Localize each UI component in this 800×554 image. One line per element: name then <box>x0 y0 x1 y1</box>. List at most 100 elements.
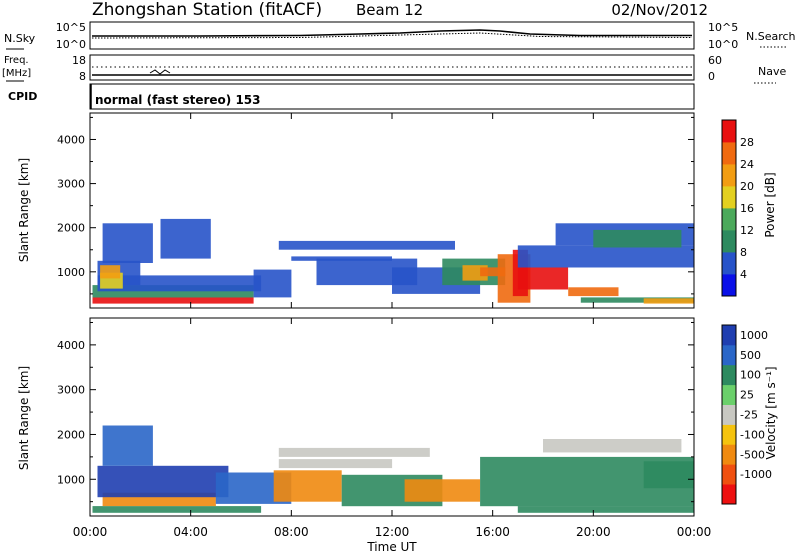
power-scatter-region <box>253 269 292 298</box>
power-colorbar-tick: 16 <box>740 202 754 215</box>
power-scatter-region <box>278 240 455 250</box>
velocity-data-layer <box>92 425 694 513</box>
power-colorbar-swatch <box>722 274 736 297</box>
velocity-colorbar-tick: -25 <box>740 409 758 422</box>
velocity-ytick-label: 1000 <box>57 473 85 486</box>
power-colorbar-swatch <box>722 208 736 231</box>
cpid-strip: CPID normal (fast stereo) 153 <box>8 83 695 110</box>
cpid-frame <box>89 83 695 110</box>
velocity-colorbar-tick: 100 <box>740 369 761 382</box>
power-scatter-region <box>580 297 695 303</box>
time-tick-label: 00:00 <box>677 525 712 539</box>
power-scatter-region <box>291 256 392 261</box>
time-tick-label: 00:00 <box>73 525 108 539</box>
velocity-colorbar-tick: 500 <box>740 349 761 362</box>
velocity-colorbar-swatch <box>722 424 736 445</box>
velocity-scatter-region <box>278 459 393 469</box>
nsearch-label: N.Search <box>746 30 796 43</box>
velocity-scatter-region <box>273 470 342 502</box>
power-ylabel: Slant Range [km] <box>17 158 31 262</box>
power-scatter-region <box>643 298 694 304</box>
nsky-tick-bottom: 10^0 <box>56 38 86 51</box>
power-colorbar: 4 8 12 16 20 24 28 <box>721 119 754 297</box>
cpid-label: CPID <box>8 90 37 103</box>
velocity-colorbar-swatch <box>722 364 736 386</box>
nsearch-tick-bottom: 10^0 <box>708 38 738 51</box>
power-colorbar-swatch <box>722 164 736 187</box>
nsearch-trace <box>91 32 693 39</box>
time-tick-label: 12:00 <box>375 525 410 539</box>
velocity-axes: 1000 2000 3000 4000 <box>57 318 695 516</box>
time-tick-label: 20:00 <box>576 525 611 539</box>
time-axis-label: Time UT <box>366 540 417 554</box>
time-tick-label: 04:00 <box>173 525 208 539</box>
power-ytick-label: 3000 <box>57 178 85 191</box>
power-ytick-label: 4000 <box>57 133 85 146</box>
nsky-strip: N.Sky 10^5 10^0 10^5 10^0 N.Search <box>4 21 796 51</box>
velocity-scatter-region <box>92 506 262 513</box>
freq-frame <box>89 54 695 81</box>
velocity-colorbar: 1000 500 100 25 -25 -100 -500 -1000 <box>721 324 772 505</box>
nsky-trace <box>92 29 692 37</box>
station-title: Zhongshan Station (fitACF) <box>92 0 322 20</box>
velocity-colorbar-swatch <box>722 484 736 505</box>
power-colorbar-tick: 4 <box>740 268 747 281</box>
velocity-colorbar-swatch <box>722 444 736 465</box>
velocity-colorbar-tick: -1000 <box>740 468 772 481</box>
velocity-scatter-region <box>543 439 682 453</box>
power-colorbar-swatch <box>722 252 736 275</box>
power-data-layer <box>92 218 695 304</box>
velocity-scatter-region <box>278 447 430 457</box>
freq-trace-wiggle <box>149 69 171 75</box>
power-axes: 1000 2000 3000 4000 <box>57 113 695 308</box>
velocity-ylabel: Slant Range [km] <box>17 366 31 470</box>
velocity-scatter-region <box>97 465 229 498</box>
velocity-ytick-label: 2000 <box>57 428 85 441</box>
power-colorbar-frame <box>721 119 737 297</box>
time-axis: 00:00 04:00 08:00 12:00 16:00 20:00 00:00 <box>73 525 712 539</box>
power-ytick-label: 2000 <box>57 222 85 235</box>
velocity-ytick-label: 4000 <box>57 339 85 352</box>
velocity-colorbar-label: Velocity [m s⁻¹] <box>764 366 778 459</box>
power-colorbar-tick: 8 <box>740 246 747 259</box>
power-colorbar-swatch <box>722 120 736 143</box>
time-tick-label: 08:00 <box>274 525 309 539</box>
power-colorbar-swatch <box>722 230 736 253</box>
velocity-colorbar-swatch <box>722 344 736 366</box>
power-colorbar-tick: 12 <box>740 224 754 237</box>
velocity-colorbar-swatch <box>722 325 736 346</box>
power-ytick-label: 1000 <box>57 266 85 279</box>
freq-tick-top: 18 <box>72 54 86 67</box>
velocity-ytick-label: 3000 <box>57 384 85 397</box>
velocity-colorbar-swatch <box>722 384 736 405</box>
nsky-tick-top: 10^5 <box>56 21 86 34</box>
velocity-scatter-region <box>643 461 694 489</box>
velocity-colorbar-tick: -100 <box>740 428 765 441</box>
power-scatter-region <box>102 223 153 263</box>
freq-unit: [MHz] <box>2 68 31 79</box>
power-scatter-region <box>593 229 682 248</box>
power-scatter-region <box>568 287 619 297</box>
date-label: 02/Nov/2012 <box>611 1 708 19</box>
power-scatter-region <box>92 297 254 304</box>
velocity-panel: 1000 2000 3000 4000 Slant Range [km] 1000 50… <box>17 317 778 517</box>
nave-tick-top: 60 <box>708 54 722 67</box>
velocity-colorbar-tick: 1000 <box>740 329 768 342</box>
nave-tick-bottom: 0 <box>708 70 715 83</box>
velocity-colorbar-tick: -500 <box>740 448 765 461</box>
power-colorbar-tick: 20 <box>740 180 754 193</box>
power-scatter-region <box>517 245 694 268</box>
nsearch-tick-top: 10^5 <box>708 21 738 34</box>
power-scatter-region <box>160 218 211 259</box>
power-colorbar-tick: 28 <box>740 136 754 149</box>
freq-tick-bottom: 8 <box>79 70 86 83</box>
freq-strip: Freq. [MHz] 18 8 60 0 Nave <box>2 54 786 84</box>
power-scatter-region <box>480 267 506 277</box>
power-colorbar-swatch <box>722 186 736 209</box>
power-scatter-region <box>517 267 569 290</box>
nsky-label: N.Sky <box>4 32 36 45</box>
cpid-value: normal (fast stereo) 153 <box>95 93 261 107</box>
velocity-colorbar-swatch <box>722 464 736 485</box>
power-panel: 1000 2000 3000 4000 Slant Range [km] 4 8 12 16… <box>17 112 777 309</box>
